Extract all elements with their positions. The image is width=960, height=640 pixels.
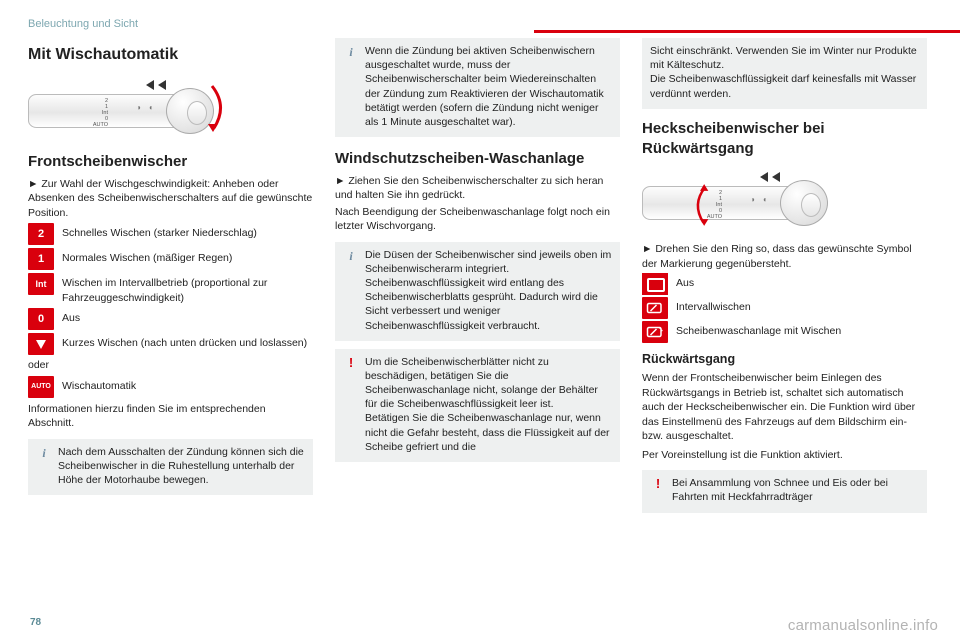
rear-legend-interval: Intervallwischen [676,297,927,314]
badge-int: Int [28,273,54,295]
warnbox-blades: ! Um die Scheibenwischerblätter nicht zu… [335,349,620,462]
lever-illustration-front: 2 1 Int 0 AUTO ◑ ◐ [28,72,228,144]
front-wiper-intro: Zur Wahl der Wischgeschwindigkeit: Anheb… [28,177,313,220]
info-icon: i [343,44,359,60]
infobox-ignition-reactivate: i Wenn die Zündung bei aktiven Scheibenw… [335,38,620,137]
legend-short: Kurzes Wischen (nach unten drücken und l… [62,333,313,350]
infobox-nozzle-text: Die Düsen der Scheibenwischer sind jewei… [365,248,612,333]
lever-icons-rear: ◑ ◐ [750,194,771,205]
warnbox-snow-text: Bei Ansammlung von Schnee und Eis oder b… [672,476,919,504]
warnbox-winter: Sicht einschränkt. Verwenden Sie im Wint… [642,38,927,109]
red-curve-arrow-icon [206,82,230,132]
badge-arrow-down [28,333,54,355]
legend-int: Wischen im Intervallbetrieb (proportiona… [62,273,313,305]
heading-reverse: Rückwärtsgang [642,351,927,368]
column-3: Sicht einschränkt. Verwenden Sie im Wint… [642,38,927,521]
legend-0: Aus [62,308,313,325]
info-icon: i [36,445,52,461]
heading-auto-wipe: Mit Wischautomatik [28,44,313,66]
legend-2: Schnelles Wischen (starker Niederschlag) [62,223,313,240]
infobox-ignition-off: i Nach dem Ausschalten der Zündung könne… [28,439,313,496]
lever-icons: ◑ ◐ [136,102,157,113]
warning-icon: ! [343,355,359,371]
lever-illustration-rear: 2 1 Int 0 AUTO ◑ ◐ [642,164,842,236]
infobox-ignition-reactivate-text: Wenn die Zündung bei aktiven Scheibenwis… [365,44,612,129]
rear-ring-text: Drehen Sie den Ring so, dass das gewünsc… [642,242,927,271]
rear-icon-wash [642,321,668,343]
page: Beleuchtung und Sicht Mit Wischautomatik… [0,0,960,640]
badge-1: 1 [28,248,54,270]
heading-washer: Windschutzscheiben-Waschanlage [335,149,620,170]
legend-1: Normales Wischen (mäßiger Regen) [62,248,313,265]
reverse-body: Wenn der Frontscheibenwischer beim Einle… [642,371,927,443]
heading-rear-wiper: Heckscheibenwischer bei Rückwärtsgang [642,119,927,160]
legend-auto: Wischautomatik [62,376,313,393]
rear-icon-interval [642,297,668,319]
watermark: carmanualsonline.info [788,617,938,634]
rear-legend-wash: Scheibenwaschanlage mit Wischen [676,321,927,338]
infobox-ignition-off-text: Nach dem Ausschalten der Zündung können … [58,445,305,488]
label-oder: oder [28,358,313,372]
warnbox-blades-text: Um die Scheibenwischerblätter nicht zu b… [365,355,612,454]
section-header: Beleuchtung und Sicht [28,18,932,30]
badge-auto: AUTO [28,376,54,398]
warnbox-winter-text: Sicht einschränkt. Verwenden Sie im Wint… [650,45,917,100]
lever-marks: 2 1 Int 0 AUTO [86,98,108,128]
reverse-default: Per Voreinstellung ist die Funktion akti… [642,448,927,462]
column-1: Mit Wischautomatik 2 1 Int 0 AUTO ◑ ◐ Fr… [28,38,313,521]
rear-icon-off [642,273,668,295]
page-number: 78 [30,617,41,628]
washer-pull: Ziehen Sie den Scheibenwischerschalter z… [335,174,620,203]
column-2: i Wenn die Zündung bei aktiven Scheibenw… [335,38,620,521]
header-red-bar [534,30,960,33]
warnbox-snow: ! Bei Ansammlung von Schnee und Eis oder… [642,470,927,512]
info-icon: i [343,248,359,264]
washer-after: Nach Beendigung der Scheibenwaschanlage … [335,205,620,234]
front-more-info: Informationen hierzu finden Sie im entsp… [28,402,313,431]
content-columns: Mit Wischautomatik 2 1 Int 0 AUTO ◑ ◐ Fr… [28,38,932,521]
red-curve-arrow-icon [690,182,710,228]
badge-0: 0 [28,308,54,330]
heading-front-wiper: Frontscheibenwischer [28,152,313,173]
infobox-nozzle: i Die Düsen der Scheibenwischer sind jew… [335,242,620,341]
rear-legend-off: Aus [676,273,927,290]
warning-icon: ! [650,476,666,492]
badge-2: 2 [28,223,54,245]
